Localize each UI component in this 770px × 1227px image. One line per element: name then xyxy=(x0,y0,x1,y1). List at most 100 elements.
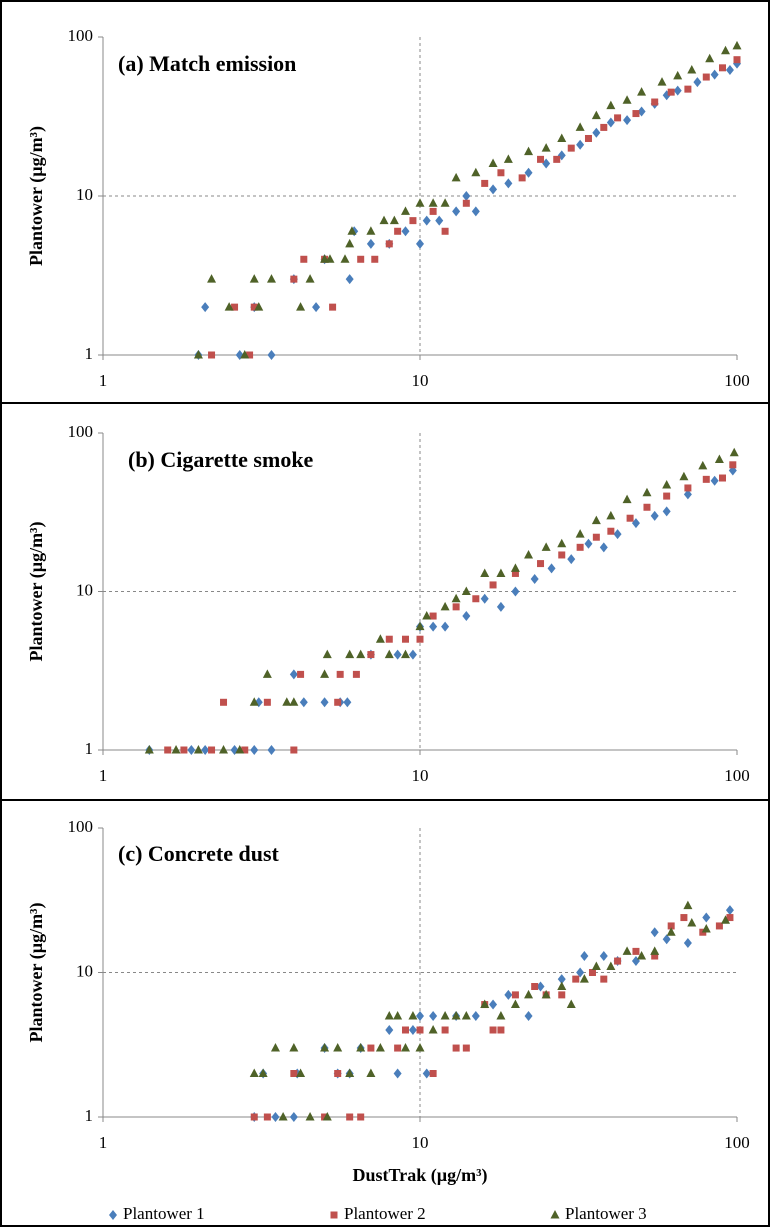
data-point xyxy=(290,746,298,754)
data-point xyxy=(452,1044,460,1052)
data-point xyxy=(496,568,506,577)
x-tick-label: 100 xyxy=(724,371,750,390)
data-point xyxy=(367,651,375,659)
data-point xyxy=(366,238,375,249)
data-point xyxy=(710,475,719,486)
x-tick-label: 10 xyxy=(412,1133,429,1152)
data-point xyxy=(637,106,646,117)
data-point xyxy=(497,1026,505,1034)
data-point xyxy=(725,905,734,916)
data-point xyxy=(584,134,592,142)
data-point xyxy=(322,1112,332,1121)
data-point xyxy=(180,746,188,754)
data-point xyxy=(576,139,585,150)
legend-marker xyxy=(330,1211,338,1219)
data-point xyxy=(393,1010,403,1020)
data-point xyxy=(356,1043,366,1052)
data-point xyxy=(557,981,567,991)
data-point xyxy=(336,670,344,678)
data-point xyxy=(312,302,321,313)
data-point xyxy=(575,122,585,131)
data-point xyxy=(271,1112,280,1122)
data-point xyxy=(334,698,342,706)
data-point xyxy=(422,1068,431,1079)
data-point xyxy=(637,951,647,960)
data-point xyxy=(524,1010,533,1021)
data-point xyxy=(524,146,534,156)
legend-label: Plantower 3 xyxy=(565,1204,647,1223)
data-point xyxy=(452,603,460,611)
data-point xyxy=(575,529,585,538)
data-point xyxy=(480,999,490,1009)
data-point xyxy=(733,56,741,64)
data-point xyxy=(441,227,449,235)
data-point xyxy=(701,924,711,933)
data-point xyxy=(489,1026,497,1034)
data-point xyxy=(416,635,424,643)
data-point xyxy=(591,515,601,525)
data-point xyxy=(599,951,608,962)
panel-frame xyxy=(0,799,770,1227)
data-point xyxy=(219,745,229,754)
data-point xyxy=(320,1043,330,1052)
data-point xyxy=(340,254,350,263)
data-point xyxy=(254,302,264,311)
y-tick-label: 10 xyxy=(76,961,93,980)
x-tick-label: 1 xyxy=(99,766,108,785)
data-point xyxy=(632,110,640,118)
panel-title: (b) Cigarette smoke xyxy=(128,447,314,472)
data-point xyxy=(680,914,688,922)
data-point xyxy=(599,542,608,553)
data-point xyxy=(592,127,601,138)
data-point xyxy=(440,601,450,611)
data-point xyxy=(480,593,489,604)
data-point xyxy=(462,611,471,622)
data-point xyxy=(345,1068,355,1078)
data-point xyxy=(289,697,299,706)
x-tick-label: 1 xyxy=(99,371,108,390)
data-point xyxy=(357,1113,365,1121)
data-point xyxy=(541,989,551,999)
data-point xyxy=(428,198,438,207)
y-axis-label: Plantower (µg/m³) xyxy=(26,522,47,662)
data-point xyxy=(263,698,271,706)
data-point xyxy=(201,302,210,313)
panel-frame xyxy=(0,402,770,801)
data-point xyxy=(400,1043,410,1052)
data-point xyxy=(250,1113,258,1121)
data-point xyxy=(472,595,480,603)
data-point xyxy=(384,1010,394,1020)
data-point xyxy=(702,475,710,483)
data-point xyxy=(429,207,437,215)
data-point xyxy=(541,542,551,551)
data-point xyxy=(683,938,692,949)
data-point xyxy=(606,961,616,971)
data-point xyxy=(631,518,640,529)
data-point xyxy=(536,981,545,992)
data-point xyxy=(471,167,481,177)
y-tick-label: 100 xyxy=(68,817,94,836)
data-point xyxy=(510,563,520,572)
panel-title: (c) Concrete dust xyxy=(118,841,280,866)
data-point xyxy=(530,573,539,584)
data-point xyxy=(367,1044,375,1052)
data-point xyxy=(584,538,593,549)
data-point xyxy=(667,922,675,930)
data-point xyxy=(650,927,659,938)
data-point xyxy=(393,1068,402,1079)
data-point xyxy=(385,635,393,643)
data-point xyxy=(497,169,505,177)
data-point xyxy=(345,238,355,248)
data-point xyxy=(462,199,470,207)
data-point xyxy=(429,621,438,632)
x-tick-label: 100 xyxy=(724,766,750,785)
data-point xyxy=(524,167,533,178)
data-point xyxy=(385,1025,394,1036)
data-point xyxy=(263,1113,271,1121)
data-point xyxy=(201,745,210,755)
x-axis-label: DustTrak (µg/m³) xyxy=(353,1165,488,1186)
data-point xyxy=(322,649,332,659)
data-point xyxy=(289,669,298,680)
data-point xyxy=(541,143,551,152)
data-point xyxy=(408,649,417,660)
